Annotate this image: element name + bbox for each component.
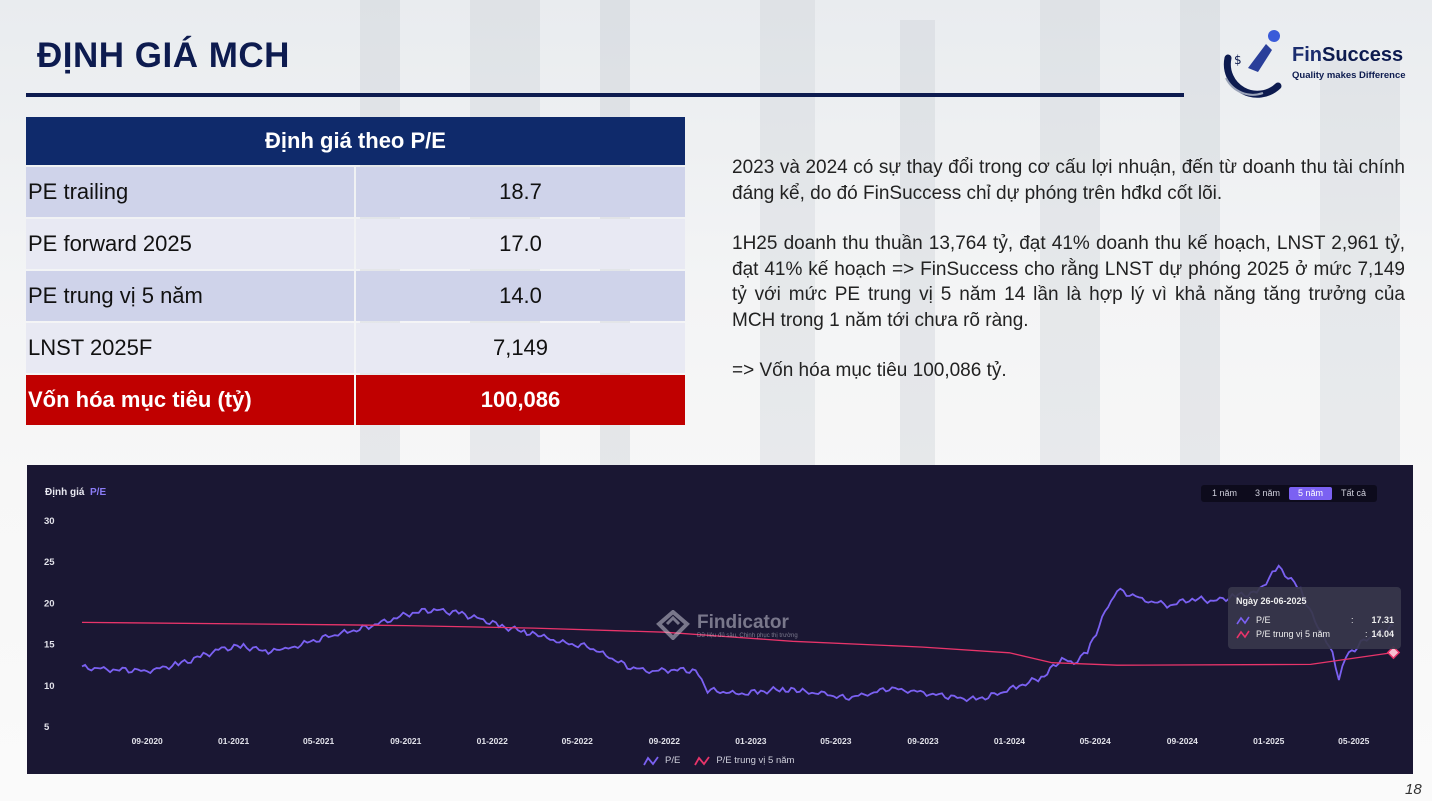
row-label: PE forward 2025 <box>26 219 354 269</box>
tooltip-row-median: P/E trung vị 5 năm : 14.04 <box>1236 629 1394 639</box>
logo-emblem-icon: $ <box>1223 30 1282 98</box>
watermark-subtitle: Dữ liệu đủ sâu, Chinh phục thị trường <box>697 633 798 639</box>
x-tick-label: 05-2021 <box>303 736 334 746</box>
series-line-median <box>81 621 1394 666</box>
tab-5-year[interactable]: 5 năm <box>1289 487 1333 500</box>
valuation-table-header: Định giá theo P/E <box>26 117 685 165</box>
watermark-name: Findicator <box>697 612 789 633</box>
row-label: LNST 2025F <box>26 323 354 373</box>
commentary-paragraph: 2023 và 2024 có sự thay đổi trong cơ cấu… <box>732 157 1405 204</box>
median-legend-icon <box>694 755 711 765</box>
row-value: 14.0 <box>356 271 685 321</box>
page-number: 18 <box>1405 781 1422 798</box>
tooltip-date: Ngày 26-06-2025 <box>1236 596 1307 606</box>
logo-tagline: Quality makes Difference <box>1292 70 1406 81</box>
target-value: 100,086 <box>356 375 685 425</box>
x-tick-label: 05-2023 <box>820 736 851 746</box>
row-value: 7,149 <box>356 323 685 373</box>
x-tick-label: 09-2022 <box>649 736 680 746</box>
y-tick-label: 25 <box>44 557 55 568</box>
y-tick-label: 30 <box>44 516 55 527</box>
commentary-paragraph: => Vốn hóa mục tiêu 100,086 tỷ. <box>732 360 1007 381</box>
tooltip-row-pe: P/E : 17.31 <box>1236 615 1394 625</box>
target-label: Vốn hóa mục tiêu (tỷ) <box>26 375 354 425</box>
chart-tooltip: Ngày 26-06-2025 P/E : 17.31 P/E trung vị… <box>1228 587 1401 649</box>
tab-all[interactable]: Tất cả <box>1341 488 1367 498</box>
chart-title: Định giá P/E <box>45 487 107 498</box>
x-tick-label: 09-2023 <box>907 736 938 746</box>
y-tick-label: 15 <box>44 640 55 651</box>
x-tick-label: 09-2020 <box>132 736 163 746</box>
y-tick-label: 10 <box>44 681 55 692</box>
pe-chart: 5 10 15 20 25 30 09-2020 01-2021 05-2021 09-2021 0… <box>44 516 1401 746</box>
legend-item-median[interactable]: P/E trung vị 5 năm <box>694 755 794 766</box>
chart-legend: P/E P/E trung vị 5 năm <box>643 755 794 766</box>
tab-3-year[interactable]: 3 năm <box>1255 488 1281 498</box>
legend-item-pe[interactable]: P/E <box>643 755 680 766</box>
y-tick-label: 20 <box>44 598 55 609</box>
row-value: 18.7 <box>356 167 685 217</box>
table-row: PE trung vị 5 năm 14.0 <box>26 271 685 321</box>
logo-brand-name: FinSuccess <box>1292 44 1404 66</box>
x-tick-label: 01-2021 <box>218 736 249 746</box>
x-tick-label: 09-2024 <box>1167 736 1198 746</box>
table-row: PE trailing 18.7 <box>26 167 685 217</box>
x-tick-label: 01-2023 <box>735 736 766 746</box>
range-tabs: 1 năm 3 năm 5 năm Tất cả <box>1201 485 1378 502</box>
y-tick-label: 5 <box>44 722 50 733</box>
pe-chart-panel: 5 10 15 20 25 30 09-2020 01-2021 05-2021 09-2021 0… <box>27 465 1413 774</box>
valuation-table: Định giá theo P/E PE trailing 18.7 PE fo… <box>26 117 685 425</box>
x-tick-label: 01-2022 <box>477 736 508 746</box>
x-tick-label: 05-2025 <box>1338 736 1369 746</box>
table-row: LNST 2025F 7,149 <box>26 323 685 373</box>
findicator-logo-icon <box>656 610 690 640</box>
tooltip-pe-value: 17.31 <box>1371 615 1394 625</box>
pe-series-icon <box>1236 616 1250 624</box>
x-tick-label: 05-2022 <box>562 736 593 746</box>
x-tick-label: 09-2021 <box>390 736 421 746</box>
tooltip-median-value: 14.04 <box>1371 629 1394 639</box>
target-market-cap-row: Vốn hóa mục tiêu (tỷ) 100,086 <box>26 375 685 425</box>
slide-title: ĐỊNH GIÁ MCH <box>37 36 290 75</box>
median-end-marker <box>1386 645 1401 660</box>
x-tick-label: 05-2024 <box>1080 736 1111 746</box>
commentary-paragraph: 1H25 doanh thu thuần 13,764 tỷ, đạt 41% … <box>732 233 1405 331</box>
tab-1-year[interactable]: 1 năm <box>1212 488 1238 498</box>
table-row: PE forward 2025 17.0 <box>26 219 685 269</box>
finsuccess-logo: $ FinSuccess Quality makes Difference <box>1208 28 1408 98</box>
row-label: PE trailing <box>26 167 354 217</box>
row-value: 17.0 <box>356 219 685 269</box>
row-label: PE trung vị 5 năm <box>26 271 354 321</box>
background-skyline <box>360 0 1400 470</box>
title-divider <box>26 93 1184 97</box>
pe-legend-icon <box>643 755 659 765</box>
median-series-icon <box>1236 630 1250 638</box>
series-line-pe <box>81 564 1394 703</box>
x-tick-label: 01-2025 <box>1253 736 1284 746</box>
svg-text:$: $ <box>1234 53 1242 67</box>
x-tick-label: 01-2024 <box>994 736 1025 746</box>
commentary-text: 2023 và 2024 có sự thay đổi trong cơ cấu… <box>732 155 1405 409</box>
